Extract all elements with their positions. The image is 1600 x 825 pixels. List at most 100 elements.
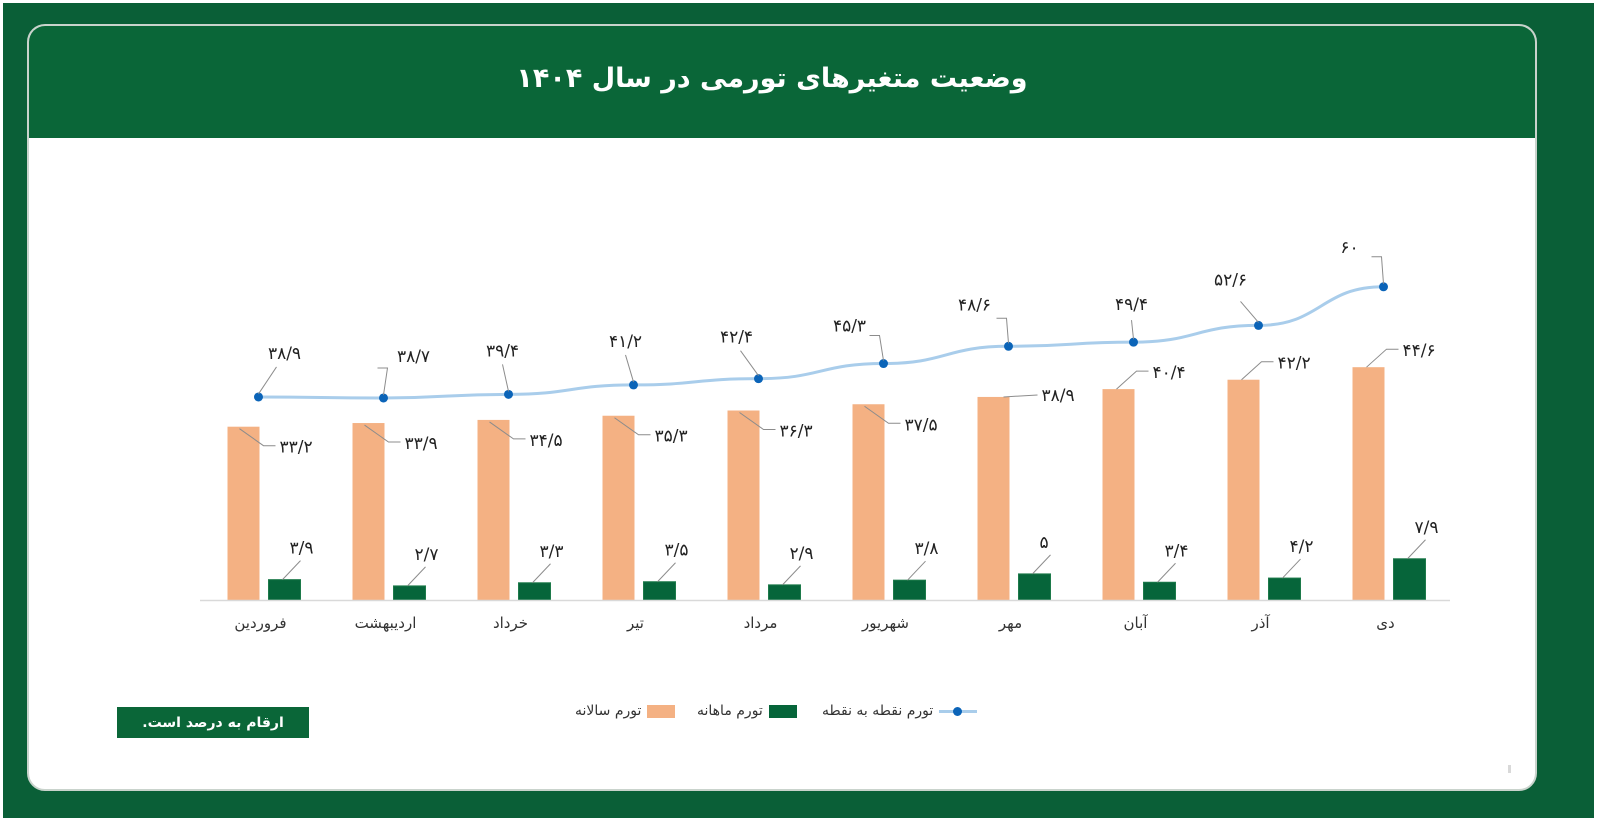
- resize-handle: [1508, 765, 1511, 773]
- leader-line: [1371, 256, 1384, 284]
- leader-line: [1157, 562, 1176, 583]
- line-marker: [379, 393, 388, 403]
- monthly-value-label: ۳/۴: [1165, 541, 1189, 561]
- x-axis-label: مهر: [998, 614, 1022, 632]
- leader-line: [864, 405, 901, 424]
- monthly-value-label: ۲/۹: [790, 544, 814, 564]
- monthly-bar: [768, 584, 801, 601]
- annual-bar: [352, 423, 385, 600]
- x-axis-label: تیر: [626, 614, 644, 632]
- monthly-value-label: ۲/۷: [415, 545, 439, 565]
- legend-item-point-to-point: تورم نقطه به نقطه: [822, 703, 978, 719]
- leader-line: [614, 417, 651, 436]
- monthly-bar: [1393, 558, 1426, 601]
- x-axis-label: شهریور: [861, 614, 909, 632]
- point-to-point-value-label: ۴۹/۴: [1115, 295, 1148, 315]
- leader-line: [1116, 370, 1149, 390]
- green-swatch-icon: [768, 704, 797, 718]
- annual-value-label: ۴۲/۲: [1278, 354, 1311, 374]
- annual-bar: [727, 410, 760, 600]
- monthly-value-label: ۳/۹: [290, 539, 314, 559]
- leader-line: [1241, 361, 1274, 381]
- monthly-bar: [268, 579, 301, 601]
- x-axis-label: مرداد: [744, 614, 778, 632]
- point-to-point-value-label: ۶۰: [1340, 238, 1358, 258]
- annual-bar: [1102, 389, 1135, 600]
- units-note: ارقام به درصد است.: [117, 707, 309, 738]
- leader-line: [502, 364, 509, 392]
- monthly-value-label: ۳/۸: [915, 539, 939, 559]
- chart-card: وضعیت متغیرهای تورمی در سال ۱۴۰۴: [27, 24, 1537, 791]
- x-axis-label: فروردین: [234, 614, 286, 632]
- x-axis-label: آبان: [1124, 614, 1149, 632]
- monthly-bar: [1143, 581, 1176, 601]
- chart-title: وضعیت متغیرهای تورمی در سال ۱۴۰۴: [516, 62, 1028, 94]
- monthly-bar: [518, 582, 551, 601]
- monthly-value-label: ۴/۲: [1290, 537, 1314, 557]
- point-to-point-value-label: ۴۵/۳: [833, 317, 866, 337]
- point-to-point-value-label: ۳۹/۴: [486, 341, 519, 361]
- leader-line: [239, 428, 276, 447]
- x-axis-label: دی: [1376, 614, 1394, 632]
- line-marker: [1129, 337, 1138, 347]
- x-axis-label: اردیبهشت: [355, 614, 417, 632]
- leader-line: [1282, 558, 1301, 579]
- card-header: وضعیت متغیرهای تورمی در سال ۱۴۰۴: [29, 26, 1535, 138]
- x-axis-label: آذر: [1250, 614, 1270, 632]
- point-to-point-value-label: ۳۸/۷: [397, 347, 430, 367]
- annual-bar: [477, 419, 510, 600]
- annual-value-label: ۳۳/۹: [405, 434, 438, 454]
- leader-line: [625, 354, 634, 383]
- line-marker: [879, 359, 888, 369]
- leader-line: [532, 563, 551, 584]
- line-marker: [1379, 282, 1388, 292]
- annual-value-label: ۳۷/۵: [905, 415, 938, 435]
- chart-legend: تورم نقطه به نقطه تورم ماهانه تورم سالان…: [0, 703, 1600, 725]
- monthly-bar: [1268, 577, 1301, 601]
- x-axis-label: خرداد: [493, 614, 528, 632]
- orange-swatch-icon: [647, 704, 676, 718]
- annual-bar: [602, 415, 635, 600]
- leader-line: [996, 317, 1009, 344]
- monthly-value-label: ۳/۳: [540, 542, 564, 562]
- line-marker-icon: [939, 704, 978, 718]
- leader-line: [657, 562, 676, 583]
- annual-bar: [977, 396, 1010, 600]
- leader-line: [407, 566, 426, 587]
- monthly-value-label: ۳/۵: [665, 541, 689, 561]
- leader-line: [1131, 320, 1134, 340]
- leader-line: [1366, 348, 1399, 368]
- annual-bar: [1227, 379, 1260, 600]
- annual-bar: [227, 426, 260, 600]
- leader-line: [489, 421, 526, 440]
- leader-line: [377, 367, 389, 396]
- line-marker: [1254, 320, 1263, 330]
- monthly-value-label: ۷/۹: [1415, 518, 1439, 538]
- point-to-point-value-label: ۴۸/۶: [958, 295, 991, 315]
- annual-bar: [1352, 367, 1385, 600]
- legend-label: تورم نقطه به نقطه: [822, 703, 934, 719]
- leader-line: [740, 350, 759, 376]
- point-to-point-value-label: ۵۲/۶: [1214, 270, 1247, 290]
- line-marker: [629, 380, 638, 390]
- leader-line: [782, 565, 801, 586]
- monthly-value-label: ۵: [1040, 533, 1049, 553]
- annual-value-label: ۳۶/۳: [780, 422, 813, 442]
- monthly-bar: [643, 581, 676, 601]
- line-series: [254, 282, 1388, 403]
- leader-line: [1407, 539, 1426, 560]
- legend-item-monthly: تورم ماهانه: [697, 703, 797, 719]
- annual-value-label: ۳۳/۲: [280, 438, 313, 458]
- leader-line: [739, 412, 776, 431]
- leader-line: [258, 366, 277, 395]
- leader-line: [1003, 394, 1038, 398]
- bar-series: [227, 367, 1426, 601]
- monthly-bar: [1018, 573, 1051, 601]
- legend-label: تورم سالانه: [575, 703, 642, 719]
- point-to-point-line: [258, 285, 1384, 400]
- point-to-point-value-label: ۴۱/۲: [609, 332, 642, 352]
- legend-label: تورم ماهانه: [697, 703, 763, 719]
- monthly-bar: [893, 579, 926, 601]
- line-marker: [1004, 341, 1013, 351]
